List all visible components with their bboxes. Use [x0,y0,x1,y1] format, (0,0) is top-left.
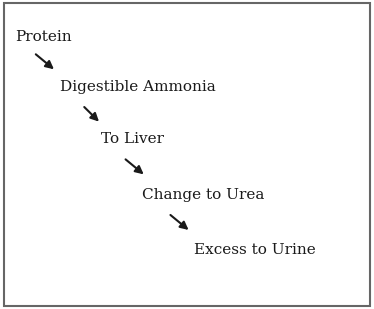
Text: Change to Urea: Change to Urea [142,188,264,202]
Text: To Liver: To Liver [101,132,164,146]
Text: Digestible Ammonia: Digestible Ammonia [60,79,215,94]
Text: Protein: Protein [15,30,71,44]
Text: Excess to Urine: Excess to Urine [194,243,316,257]
